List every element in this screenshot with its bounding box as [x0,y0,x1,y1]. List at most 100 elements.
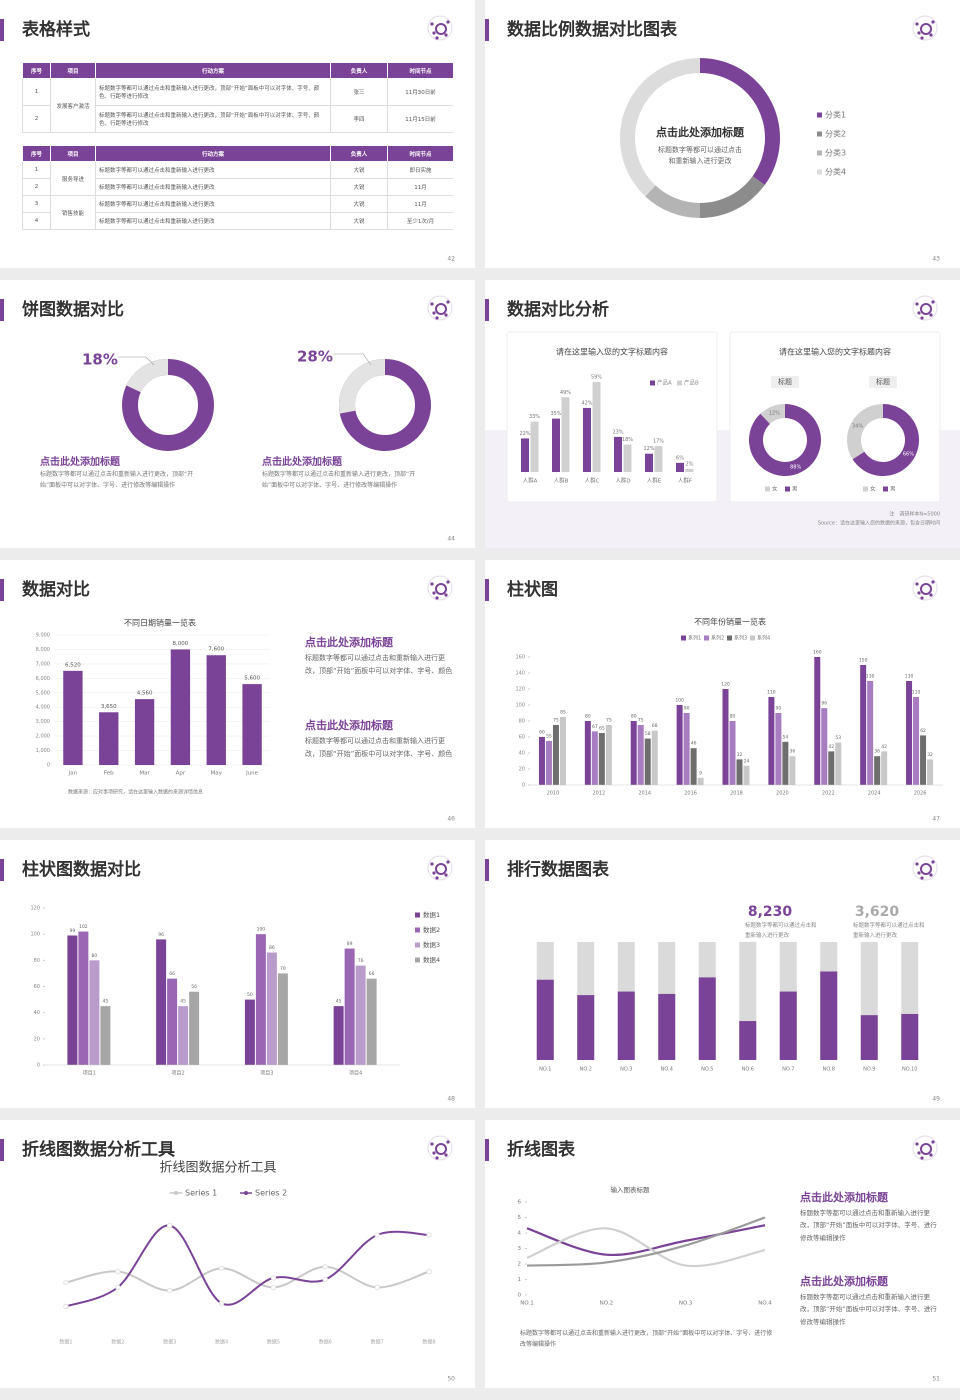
y-tick-label: 7,000 [36,661,50,667]
x-tick-label: 数据4 [215,1339,228,1346]
bar [743,765,750,785]
slide-background [485,1120,960,1388]
table-cell: 标题数字等都可以通过点击和重新输入进行更改，顶部“开始”面板中可以对字体、字号、… [95,105,331,133]
logo-dot [446,580,450,584]
y-tick-label: 6,000 [36,676,50,682]
bar [630,721,637,785]
y-tick-label: 3,000 [36,719,50,725]
table-cell: 标题数字等都可以通过点击和重新输入进行更改 [95,212,331,230]
bar [255,934,266,1065]
logo-dot [915,22,919,26]
y-tick-label: 80 [519,719,525,725]
bar [545,741,552,785]
value-label: 75 [553,718,559,724]
x-tick-label: NO.10 [902,1067,917,1073]
table-cell: 11月15日前 [387,105,453,133]
bar [814,657,821,785]
value-label: 150 [859,658,868,664]
logo-core [920,23,932,35]
logo-ring [427,15,453,41]
legend-label: 男 [792,486,798,493]
legend-label: 女 [870,485,876,493]
title-accent [485,19,489,41]
slide: 数据对比分析45请在这里输入您的文字标题内容产品A22%35%42%23%12%… [485,280,960,548]
value-label: 17% [653,439,664,445]
chart-title: 不同年份销量一览表 [694,617,766,627]
x-tick-label: 人群B [554,477,569,485]
line [65,1224,430,1308]
legend-swatch [817,112,822,118]
legend-label: 产品A [657,379,672,387]
x-tick-label: June [245,771,259,777]
table-cell: 2 [22,178,51,196]
point [63,1303,69,1310]
bar [617,991,635,1060]
value-label: 100 [257,927,266,933]
x-tick-label: 项目1 [83,1071,96,1077]
logo-dot [931,860,935,864]
logo-dot [432,31,436,35]
value-label: 59% [591,375,602,381]
line [526,1216,766,1267]
bar [697,777,704,785]
legend-label: 数据1 [423,910,440,919]
table-cell: 2 [22,105,51,133]
x-tick-label: 2012 [592,791,605,797]
x-tick-label: 数据1 [59,1339,72,1346]
logo-ring [427,1135,453,1161]
bar [835,742,842,785]
slide-title: 排行数据图表 [507,859,610,880]
slide: 数据比例数据对比图表 43 分类1 分类2 分类3 分类4 点击此处添加标题标题数字等都可以… [485,0,960,268]
value-label: 85 [560,710,566,716]
legend-swatch [415,942,420,948]
table-block: 序号 项目 行动方案 负责人 时间节点1发展客户激活标题数字等都可以通过点击和重新输入进… [22,62,453,133]
bar [821,708,828,785]
value-label: 34% [852,424,863,430]
bar [920,735,927,785]
y-tick-label: 60 [519,735,525,741]
legend-swatch [677,380,682,386]
x-tick-label: NO.6 [742,1067,754,1073]
text-block: 标题数字等都可以通过点击和重新输入进行更改，顶部“开始”面板中可以对字体、字号、… [305,654,453,676]
page-number: 48 [447,1096,455,1103]
x-tick-label: Feb [104,771,114,777]
legend-label: 分类4 [825,167,846,177]
donut-segment [852,404,919,476]
value-label: 23% [612,429,623,435]
logo-dot [917,311,921,315]
header-cell: 行动方案 [95,62,331,79]
donut-segment [339,359,385,414]
bar [100,1006,111,1065]
header-cell: 负责人 [330,145,388,162]
heading: 点击此处添加标题 [40,455,121,468]
y-tick-label: 0 [47,763,50,769]
value-label: 45 [180,999,186,1005]
legend-label: 分类1 [825,110,846,120]
bar [901,1013,919,1060]
value-label: 2% [686,461,694,467]
logo-dot [432,311,436,315]
line [65,1265,430,1292]
logo-dot [435,876,439,880]
page-number: 47 [932,816,940,823]
paragraph: 标题数字等都可以通过点击和重新输入进行更改，顶部“开始”面板中可以对字体、字号、… [305,737,453,759]
bar [584,721,591,785]
x-tick-label: NO.7 [782,1067,794,1073]
table-cell: 即日实施 [387,161,453,179]
bar [913,697,920,785]
leader-line [118,356,155,366]
header-cell: 行动方案 [95,145,331,162]
title-accent [0,299,4,321]
bar [881,751,888,785]
value-label: 80 [730,714,736,720]
header-row: 序号 项目 行动方案 负责人 时间节点 [22,62,453,79]
paragraph: 标题数字等都可以通过点击和重新输入进行更改，顶部“开始”面板中可以对字体、字号、… [305,654,453,676]
y-tick-label: 9,000 [36,633,50,639]
bar [768,697,775,785]
legend-swatch [863,486,868,492]
legend-label: 系列3 [734,635,747,642]
y-tick-label: 3 [518,1246,522,1252]
value-label: 100 [675,698,684,704]
value-label: 90 [684,706,690,712]
